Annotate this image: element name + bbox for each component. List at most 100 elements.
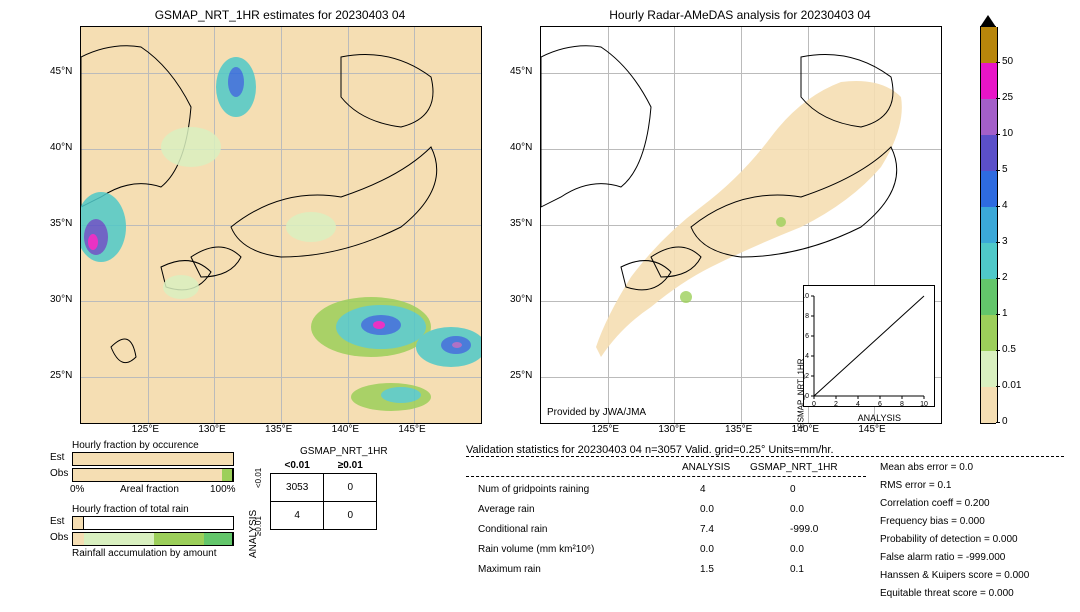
inset-xlabel: ANALYSIS (858, 413, 901, 423)
validation-right-stat: Mean abs error = 0.0 (880, 462, 973, 473)
colorbar-segment (980, 279, 998, 315)
left-ytick: 40°N (50, 142, 72, 153)
colorbar-tick: 5 (1002, 164, 1008, 175)
totalrain-bar-est (72, 516, 234, 530)
colorbar-tick: 3 (1002, 236, 1008, 247)
contingency-rowlabel-1: ≥0.01 (254, 516, 263, 536)
validation-row-v2: 0.1 (790, 564, 804, 575)
validation-row-v2: -999.0 (790, 524, 818, 535)
svg-text:6: 6 (878, 401, 882, 406)
colorbar-tick: 10 (1002, 128, 1013, 139)
validation-col1: ANALYSIS (682, 462, 730, 473)
inset-ylabel: GSMAP_NRT_1HR (797, 359, 806, 429)
validation-header: Validation statistics for 20230403 04 n=… (466, 444, 834, 456)
colorbar-tick: 4 (1002, 200, 1008, 211)
colorbar-segment (980, 243, 998, 279)
right-ytick: 30°N (510, 294, 532, 305)
validation-row-v1: 0.0 (700, 544, 714, 555)
left-xtick: 125°E (132, 424, 159, 435)
validation-row-v1: 1.5 (700, 564, 714, 575)
validation-right-stat: Probability of detection = 0.000 (880, 534, 1018, 545)
totalrain-row-est: Est (50, 516, 64, 527)
right-xtick: 125°E (592, 424, 619, 435)
validation-right-stat: RMS error = 0.1 (880, 480, 951, 491)
right-ytick: 25°N (510, 370, 532, 381)
validation-right-stat: Correlation coeff = 0.200 (880, 498, 990, 509)
left-ytick: 25°N (50, 370, 72, 381)
totalrain-bar-est-seg (72, 516, 84, 530)
validation-row-label: Rain volume (mm km²10⁶) (478, 544, 594, 555)
occurrence-axis-0: 0% (70, 484, 84, 495)
svg-text:10: 10 (920, 401, 928, 406)
right-xtick: 130°E (658, 424, 685, 435)
totalrain-bar-obs-seg2 (84, 532, 155, 546)
left-map-title: GSMAP_NRT_1HR estimates for 20230403 04 (80, 8, 480, 22)
colorbar-tick: 0 (1002, 416, 1008, 427)
contingency-cell-10: 4 (271, 502, 324, 530)
svg-text:8: 8 (805, 313, 809, 320)
colorbar-segment (980, 207, 998, 243)
colorbar-segment (980, 387, 998, 423)
colorbar-tick: 50 (1002, 56, 1013, 67)
occurrence-row-est: Est (50, 452, 64, 463)
colorbar-segment (980, 135, 998, 171)
left-ytick: 45°N (50, 66, 72, 77)
contingency-th-1: <0.01 (271, 458, 324, 474)
validation-dashes2 (466, 476, 866, 477)
right-map-title: Hourly Radar-AMeDAS analysis for 2023040… (540, 8, 940, 22)
left-xtick: 130°E (198, 424, 225, 435)
right-map-panel: Provided by JWA/JMA 02468100246810ANALYS… (540, 26, 942, 424)
colorbar-segment (980, 99, 998, 135)
attribution: Provided by JWA/JMA (547, 407, 646, 418)
validation-row-label: Maximum rain (478, 564, 541, 575)
contingency-cell-11: 0 (324, 502, 377, 530)
colorbar-tick: 0.01 (1002, 380, 1021, 391)
occurrence-bar-obs (72, 468, 234, 482)
validation-row-v2: 0.0 (790, 544, 804, 555)
occurrence-title: Hourly fraction by occurence (72, 440, 199, 451)
validation-dashes (466, 456, 1064, 457)
validation-row-v2: 0 (790, 484, 796, 495)
contingency-cell-01: 0 (324, 474, 377, 502)
svg-text:4: 4 (856, 401, 860, 406)
validation-row-v1: 0.0 (700, 504, 714, 515)
colorbar-segment (980, 63, 998, 99)
left-xtick: 135°E (265, 424, 292, 435)
validation-row-v1: 7.4 (700, 524, 714, 535)
totalrain-row-obs: Obs (50, 532, 68, 543)
right-ytick: 45°N (510, 66, 532, 77)
occurrence-axis-100: 100% (210, 484, 236, 495)
contingency-table: <0.01 ≥0.01 3053 0 4 0 (270, 458, 377, 530)
colorbar-tick: 1 (1002, 308, 1008, 319)
totalrain-bar-obs-seg3 (154, 532, 205, 546)
right-xtick: 135°E (725, 424, 752, 435)
right-ytick: 35°N (510, 218, 532, 229)
right-xtick: 140°E (792, 424, 819, 435)
colorbar-segment (980, 315, 998, 351)
colorbar-tick: 2 (1002, 272, 1008, 283)
occurrence-row-obs: Obs (50, 468, 68, 479)
left-xtick: 140°E (332, 424, 359, 435)
left-ytick: 30°N (50, 294, 72, 305)
colorbar-segment (980, 171, 998, 207)
contingency-cell-00: 3053 (271, 474, 324, 502)
colorbar-tick: 25 (1002, 92, 1013, 103)
svg-text:8: 8 (900, 401, 904, 406)
inset-scatter: 02468100246810 (803, 285, 935, 407)
left-ytick: 35°N (50, 218, 72, 229)
colorbar (980, 26, 996, 424)
svg-text:0: 0 (812, 401, 816, 406)
validation-right-stat: Hanssen & Kuipers score = 0.000 (880, 570, 1029, 581)
validation-col2: GSMAP_NRT_1HR (750, 462, 838, 473)
validation-row-label: Average rain (478, 504, 535, 515)
right-ytick: 40°N (510, 142, 532, 153)
svg-text:6: 6 (805, 333, 809, 340)
validation-row-label: Conditional rain (478, 524, 548, 535)
totalrain-title: Hourly fraction of total rain (72, 504, 189, 515)
colorbar-tick: 0.5 (1002, 344, 1016, 355)
left-xtick: 145°E (398, 424, 425, 435)
contingency-rowlabel-0: <0.01 (254, 468, 263, 488)
svg-text:2: 2 (834, 401, 838, 406)
svg-text:2: 2 (805, 373, 809, 380)
contingency-col-header: GSMAP_NRT_1HR (300, 446, 388, 457)
